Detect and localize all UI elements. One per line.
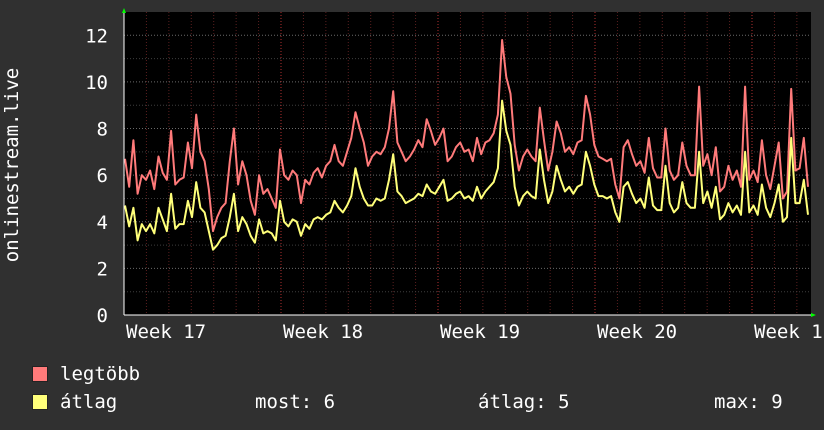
y-tick-labels: 0 2 4 6 8 10 12 [85, 25, 108, 327]
y-tick-label: 8 [97, 119, 108, 141]
y-tick-label: 12 [85, 25, 108, 47]
legend-item-avg: átlag most: 6 átlag: 5 max: 9 [32, 391, 812, 413]
legend-label-avg: átlag [60, 391, 118, 413]
series-line-avg [124, 99, 809, 251]
x-tick-label: Week 20 [597, 321, 677, 343]
stat-max: max: 9 [714, 391, 783, 413]
x-tick-label: Week 18 [283, 321, 363, 343]
y-tick-label: 10 [85, 72, 108, 94]
y-tick-label: 4 [97, 212, 108, 234]
major-grid [124, 12, 811, 315]
y-tick-label: 2 [97, 258, 108, 280]
plot-area [124, 12, 811, 315]
legend-swatch-max [32, 366, 48, 382]
y-axis-arrow-icon [122, 8, 126, 13]
legend-label-max: legtöbb [60, 363, 141, 385]
y-axis-label: onlinestream.live [1, 68, 23, 262]
series-layer [124, 39, 809, 251]
y-tick-label: 0 [97, 305, 108, 327]
x-tick-label: Week 17 [126, 321, 206, 343]
x-tick-label: Week 1 [754, 321, 823, 343]
x-axis-arrow-icon [811, 313, 816, 317]
y-tick-label: 6 [97, 165, 108, 187]
x-tick-label: Week 19 [440, 321, 520, 343]
legend-swatch-avg [32, 394, 48, 410]
x-tick-labels: Week 17 Week 18 Week 19 Week 20 Week 1 [126, 321, 823, 343]
series-line-max [124, 39, 809, 233]
stat-now: most: 6 [255, 391, 336, 413]
stat-average: átlag: 5 [478, 391, 570, 413]
